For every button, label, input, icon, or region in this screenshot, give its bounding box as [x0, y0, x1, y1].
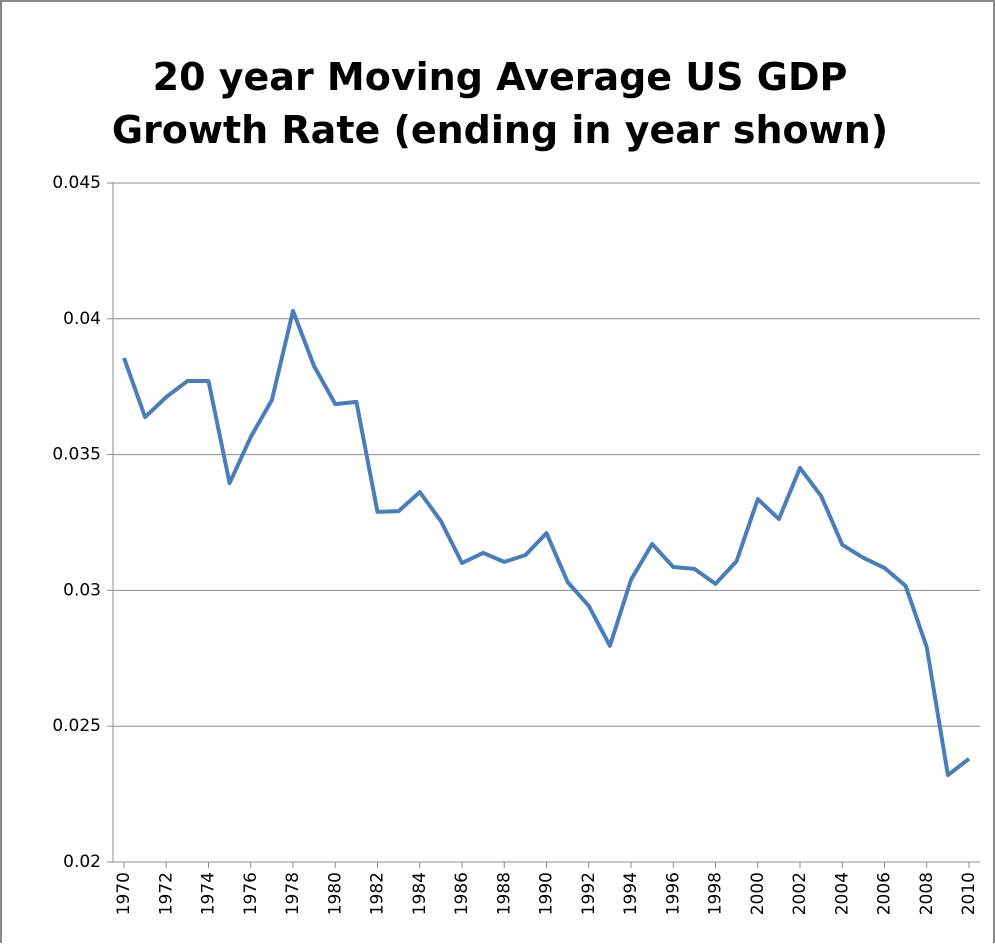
- x-tick-label: 1988: [494, 872, 514, 915]
- y-tick-label: 0.035: [52, 445, 101, 465]
- y-tick-label: 0.025: [52, 716, 101, 736]
- x-tick-label: 1994: [621, 872, 641, 915]
- y-tick-label: 0.045: [52, 173, 101, 193]
- data-line: [122, 308, 971, 778]
- x-tick-label: 1984: [410, 872, 430, 915]
- chart-title: Growth Rate (ending in year shown): [112, 108, 888, 152]
- x-tick-label: 1982: [368, 872, 388, 915]
- y-tick-label: 0.02: [63, 852, 101, 872]
- x-tick-label: 1980: [325, 872, 345, 915]
- x-tick-label: 1998: [706, 872, 726, 915]
- x-tick-label: 2008: [917, 872, 937, 915]
- x-tick-label: 2004: [832, 872, 852, 915]
- x-tick-label: 1970: [114, 872, 134, 915]
- y-tick-label: 0.04: [63, 309, 101, 329]
- x-tick-label: 2006: [875, 872, 895, 915]
- x-tick-label: 1976: [241, 872, 261, 915]
- y-tick-label: 0.03: [63, 580, 101, 600]
- chart-title: 20 year Moving Average US GDP: [153, 55, 848, 99]
- x-tick-label: 1990: [537, 872, 557, 915]
- x-tick-label: 1974: [199, 872, 219, 915]
- x-tick-label: 1992: [579, 872, 599, 915]
- x-tick-label: 1996: [663, 872, 683, 915]
- x-tick-label: 2010: [959, 872, 979, 915]
- x-tick-label: 1972: [156, 872, 176, 915]
- x-tick-label: 1978: [283, 872, 303, 915]
- x-tick-label: 1986: [452, 872, 472, 915]
- x-tick-label: 2002: [790, 872, 810, 915]
- x-tick-label: 2000: [748, 872, 768, 915]
